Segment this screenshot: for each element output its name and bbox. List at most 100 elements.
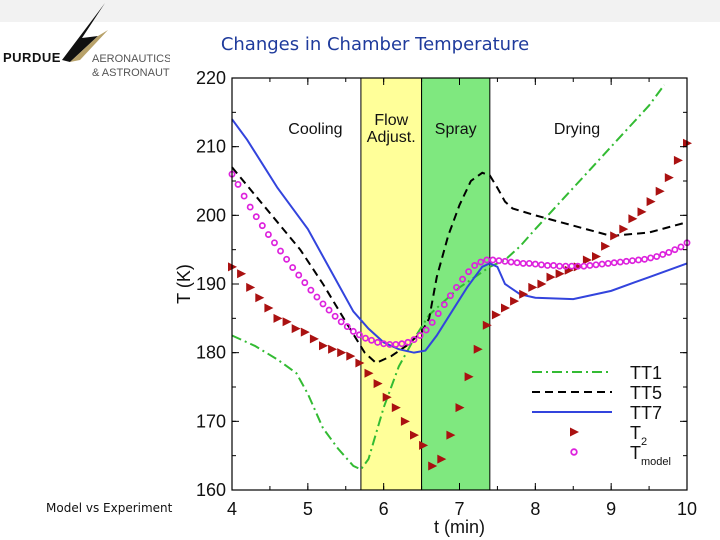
x-axis-label: t (min) bbox=[434, 517, 485, 537]
data-point-tmodel bbox=[416, 332, 424, 339]
logo-mask bbox=[170, 55, 178, 95]
data-point-t2 bbox=[528, 282, 538, 292]
data-point-t2 bbox=[446, 430, 456, 440]
data-point-t2 bbox=[300, 327, 310, 337]
phase-band bbox=[360, 78, 422, 490]
data-point-tmodel bbox=[434, 310, 442, 317]
data-point-tmodel bbox=[659, 251, 667, 258]
data-point-tmodel bbox=[343, 323, 351, 331]
data-point-tmodel bbox=[264, 231, 272, 239]
data-point-tmodel bbox=[374, 338, 382, 346]
y-axis-label: T (K) bbox=[174, 264, 194, 304]
x-tick-label: 4 bbox=[227, 499, 237, 519]
data-point-t2 bbox=[592, 252, 601, 262]
data-point-t2 bbox=[246, 282, 256, 292]
slide-title: Changes in Chamber Temperature bbox=[220, 34, 530, 55]
data-point-tmodel bbox=[531, 260, 539, 268]
data-point-tmodel bbox=[635, 256, 642, 264]
top-bar bbox=[0, 0, 720, 22]
x-tick-label: 6 bbox=[379, 499, 389, 519]
y-tick-label: 190 bbox=[196, 274, 226, 294]
data-point-t2 bbox=[264, 303, 274, 313]
data-point-tmodel bbox=[471, 262, 479, 269]
data-point-tmodel bbox=[489, 256, 497, 264]
logo-line-2: & ASTRONAUTICS bbox=[92, 67, 175, 79]
data-point-tmodel bbox=[392, 340, 400, 348]
y-tick-label: 210 bbox=[196, 137, 226, 157]
data-point-tmodel bbox=[428, 319, 436, 326]
data-point-tmodel bbox=[525, 259, 533, 267]
data-point-t2 bbox=[546, 272, 556, 282]
data-point-t2 bbox=[646, 197, 656, 207]
data-point-tmodel bbox=[550, 262, 557, 269]
data-point-t2 bbox=[437, 454, 447, 464]
data-point-tmodel bbox=[483, 256, 491, 264]
legend-marker-tmodel bbox=[570, 448, 578, 456]
data-point-tmodel bbox=[556, 262, 564, 270]
data-point-t2 bbox=[555, 269, 565, 279]
data-point-tmodel bbox=[283, 255, 291, 263]
y-tick-label: 170 bbox=[196, 411, 226, 431]
data-point-tmodel bbox=[386, 340, 394, 348]
data-point-tmodel bbox=[398, 340, 406, 348]
data-point-t2 bbox=[455, 403, 465, 413]
data-point-tmodel bbox=[495, 257, 503, 265]
logo-wing-icon bbox=[62, 3, 105, 62]
data-point-t2 bbox=[673, 155, 683, 165]
data-point-tmodel bbox=[592, 261, 600, 269]
data-point-t2 bbox=[355, 358, 365, 368]
data-point-tmodel bbox=[610, 259, 618, 267]
data-point-tmodel bbox=[616, 258, 624, 266]
data-point-t2 bbox=[628, 214, 638, 224]
series-line-tt5 bbox=[231, 166, 688, 365]
data-point-tmodel bbox=[289, 264, 297, 271]
y-tick-label: 180 bbox=[196, 343, 226, 363]
x-tick-label: 8 bbox=[530, 499, 540, 519]
x-tick-label: 10 bbox=[677, 499, 697, 519]
data-point-tmodel bbox=[410, 336, 418, 344]
data-point-t2 bbox=[291, 324, 301, 334]
x-tick-label: 9 bbox=[606, 499, 616, 519]
data-point-t2 bbox=[610, 231, 620, 241]
data-point-tmodel bbox=[622, 257, 630, 265]
data-point-t2 bbox=[255, 293, 265, 303]
data-point-t2 bbox=[655, 186, 665, 196]
x-tick-label: 5 bbox=[303, 499, 313, 519]
data-point-tmodel bbox=[440, 301, 448, 309]
logo-line-1: AERONAUTICS bbox=[92, 53, 171, 65]
data-point-tmodel bbox=[295, 271, 303, 279]
logo-mark: PURDUE bbox=[3, 50, 61, 65]
data-point-tmodel bbox=[277, 247, 284, 255]
data-point-tmodel bbox=[307, 286, 315, 294]
y-tick-label: 220 bbox=[196, 68, 226, 88]
data-point-tmodel bbox=[647, 254, 655, 262]
data-point-t2 bbox=[637, 207, 647, 217]
data-point-t2 bbox=[537, 279, 547, 289]
data-point-tmodel bbox=[368, 336, 375, 344]
phase-label: Flow bbox=[374, 112, 408, 129]
phase-label: Drying bbox=[554, 121, 600, 138]
data-point-t2 bbox=[346, 351, 356, 361]
data-point-tmodel bbox=[568, 262, 576, 270]
data-point-tmodel bbox=[519, 259, 527, 267]
data-point-t2 bbox=[619, 224, 629, 234]
data-point-tmodel bbox=[325, 306, 333, 314]
data-point-t2 bbox=[273, 313, 283, 323]
data-point-tmodel bbox=[459, 275, 466, 283]
data-point-t2 bbox=[391, 403, 401, 413]
legend-subscript: 2 bbox=[641, 436, 647, 448]
data-point-tmodel bbox=[258, 222, 266, 230]
data-point-tmodel bbox=[355, 331, 363, 339]
data-point-tmodel bbox=[252, 213, 260, 221]
data-point-tmodel bbox=[537, 261, 545, 269]
data-point-tmodel bbox=[507, 258, 515, 266]
data-point-t2 bbox=[319, 341, 328, 351]
data-point-tmodel bbox=[677, 243, 685, 251]
data-point-tmodel bbox=[453, 283, 460, 291]
legend-subscript: model bbox=[641, 456, 671, 468]
x-tick-label: 7 bbox=[454, 499, 464, 519]
data-point-tmodel bbox=[234, 180, 242, 188]
data-point-t2 bbox=[501, 303, 510, 313]
data-point-tmodel bbox=[671, 246, 679, 254]
